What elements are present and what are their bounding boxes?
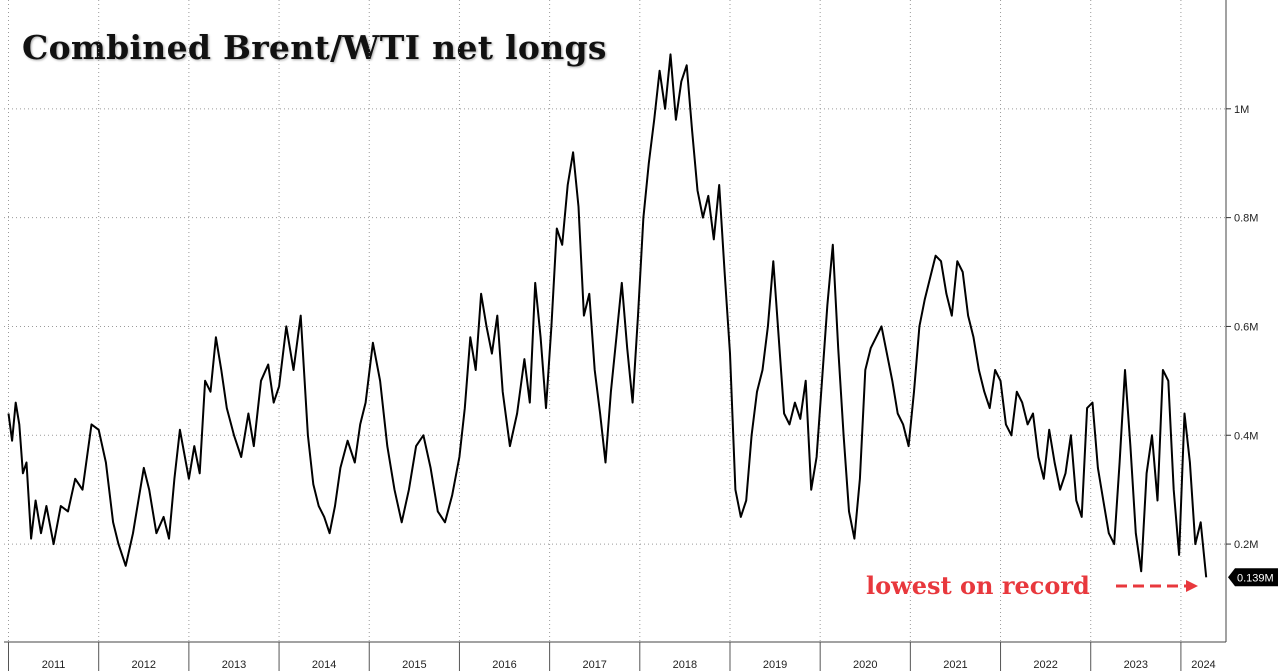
series-line [7,53,1208,578]
x-tick-label: 2016 [492,659,516,671]
x-tick-label: 2018 [673,659,697,671]
annotation-layer: lowest on record [866,571,1198,600]
chart-title: Combined Brent/WTI net longs [22,28,607,67]
y-tick-label: 0.8M [1234,213,1258,225]
x-tick-label: 2013 [222,659,246,671]
y-tick-label: 0.6M [1234,321,1258,333]
last-value-label: 0.139M [1237,572,1274,584]
x-tick-label: 2021 [943,659,967,671]
x-tick-label: 2017 [582,659,606,671]
series-layer [7,53,1208,578]
annotation-arrow-head [1186,580,1198,592]
x-tick-label: 2015 [402,659,426,671]
axes [4,0,1227,643]
y-tick-label: 0.4M [1234,430,1258,442]
x-tick-label: 2019 [763,659,787,671]
y-tick-label: 0.2M [1234,539,1258,551]
y-axis-ticks: 0.2M 0.4M 0.6M 0.8M 1M [1226,104,1258,551]
y-tick-label: 1M [1234,104,1249,116]
last-value-badge: 0.139M [1228,568,1278,587]
x-tick-label: 2024 [1191,659,1215,671]
x-tick-label: 2022 [1033,659,1057,671]
x-tick-label: 2012 [132,659,156,671]
x-tick-label: 2020 [853,659,877,671]
last-value-layer: 0.139M [1228,568,1278,587]
last-value-badge-bg [1228,568,1278,587]
annotation-text: lowest on record [866,571,1090,600]
gridlines [4,0,1226,642]
x-axis-ticks: 2011 2012 2013 2014 2015 2016 2017 2018 2019 2020… [8,642,1216,671]
x-tick-label: 2014 [312,659,336,671]
x-tick-label: 2023 [1124,659,1148,671]
x-tick-label: 2011 [42,659,66,671]
